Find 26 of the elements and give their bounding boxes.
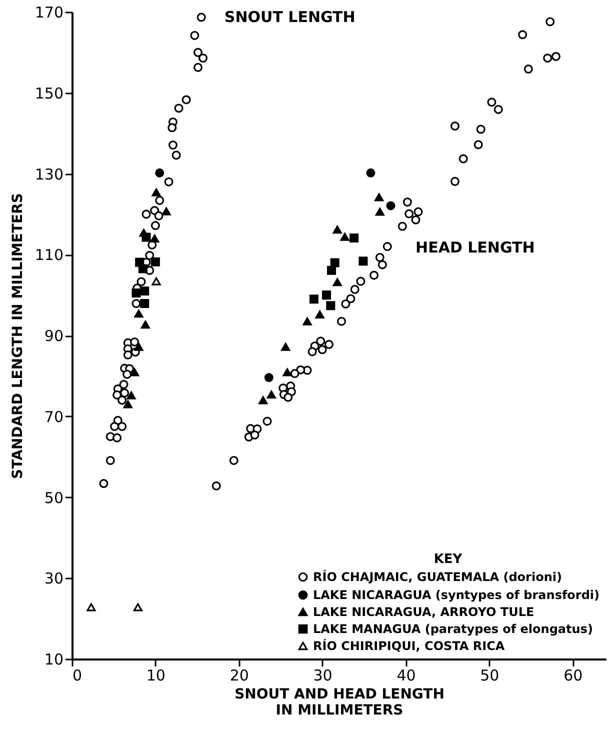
legend-label: RÍO CHIRIPIQUI, COSTA RICA — [313, 638, 506, 653]
legend-label: RÍO CHAJMAIC, GUATEMALA (dorioni) — [313, 569, 562, 584]
legend-title: KEY — [434, 552, 463, 567]
x-tick-label: 20 — [230, 666, 249, 684]
y-tick-label: 70 — [44, 408, 64, 426]
annotation: SNOUT LENGTH — [224, 8, 356, 26]
legend-label: LAKE MANAGUA (paratypes of elongatus) — [313, 622, 593, 636]
y-tick-label: 90 — [44, 327, 64, 345]
y-tick-label: 130 — [34, 165, 64, 184]
annotation: HEAD LENGTH — [416, 238, 535, 257]
legend-label: LAKE NICARAGUA, ARROYO TULE — [313, 605, 534, 619]
x-tick-label: 60 — [564, 666, 583, 684]
x-tick-label: 0 — [72, 666, 82, 684]
y-axis-title: STANDARD LENGTH IN MILLIMETERS — [10, 193, 26, 479]
x-tick-label: 40 — [396, 666, 416, 684]
x-tick-label: 30 — [313, 666, 332, 684]
y-tick-label: 10 — [44, 650, 64, 668]
legend-label: LAKE NICARAGUA (syntypes of bransfordi) — [313, 588, 600, 602]
y-tick-label: 50 — [44, 488, 64, 507]
y-tick-label: 150 — [34, 84, 64, 102]
y-tick-label: 170 — [34, 4, 64, 22]
x-tick-label: 10 — [146, 666, 166, 684]
y-tick-label: 110 — [34, 246, 64, 264]
y-tick-label: 30 — [44, 570, 64, 588]
x-axis-title: SNOUT AND HEAD LENGTH IN MILLIMETERS — [234, 686, 444, 718]
x-tick-label: 50 — [480, 666, 500, 684]
